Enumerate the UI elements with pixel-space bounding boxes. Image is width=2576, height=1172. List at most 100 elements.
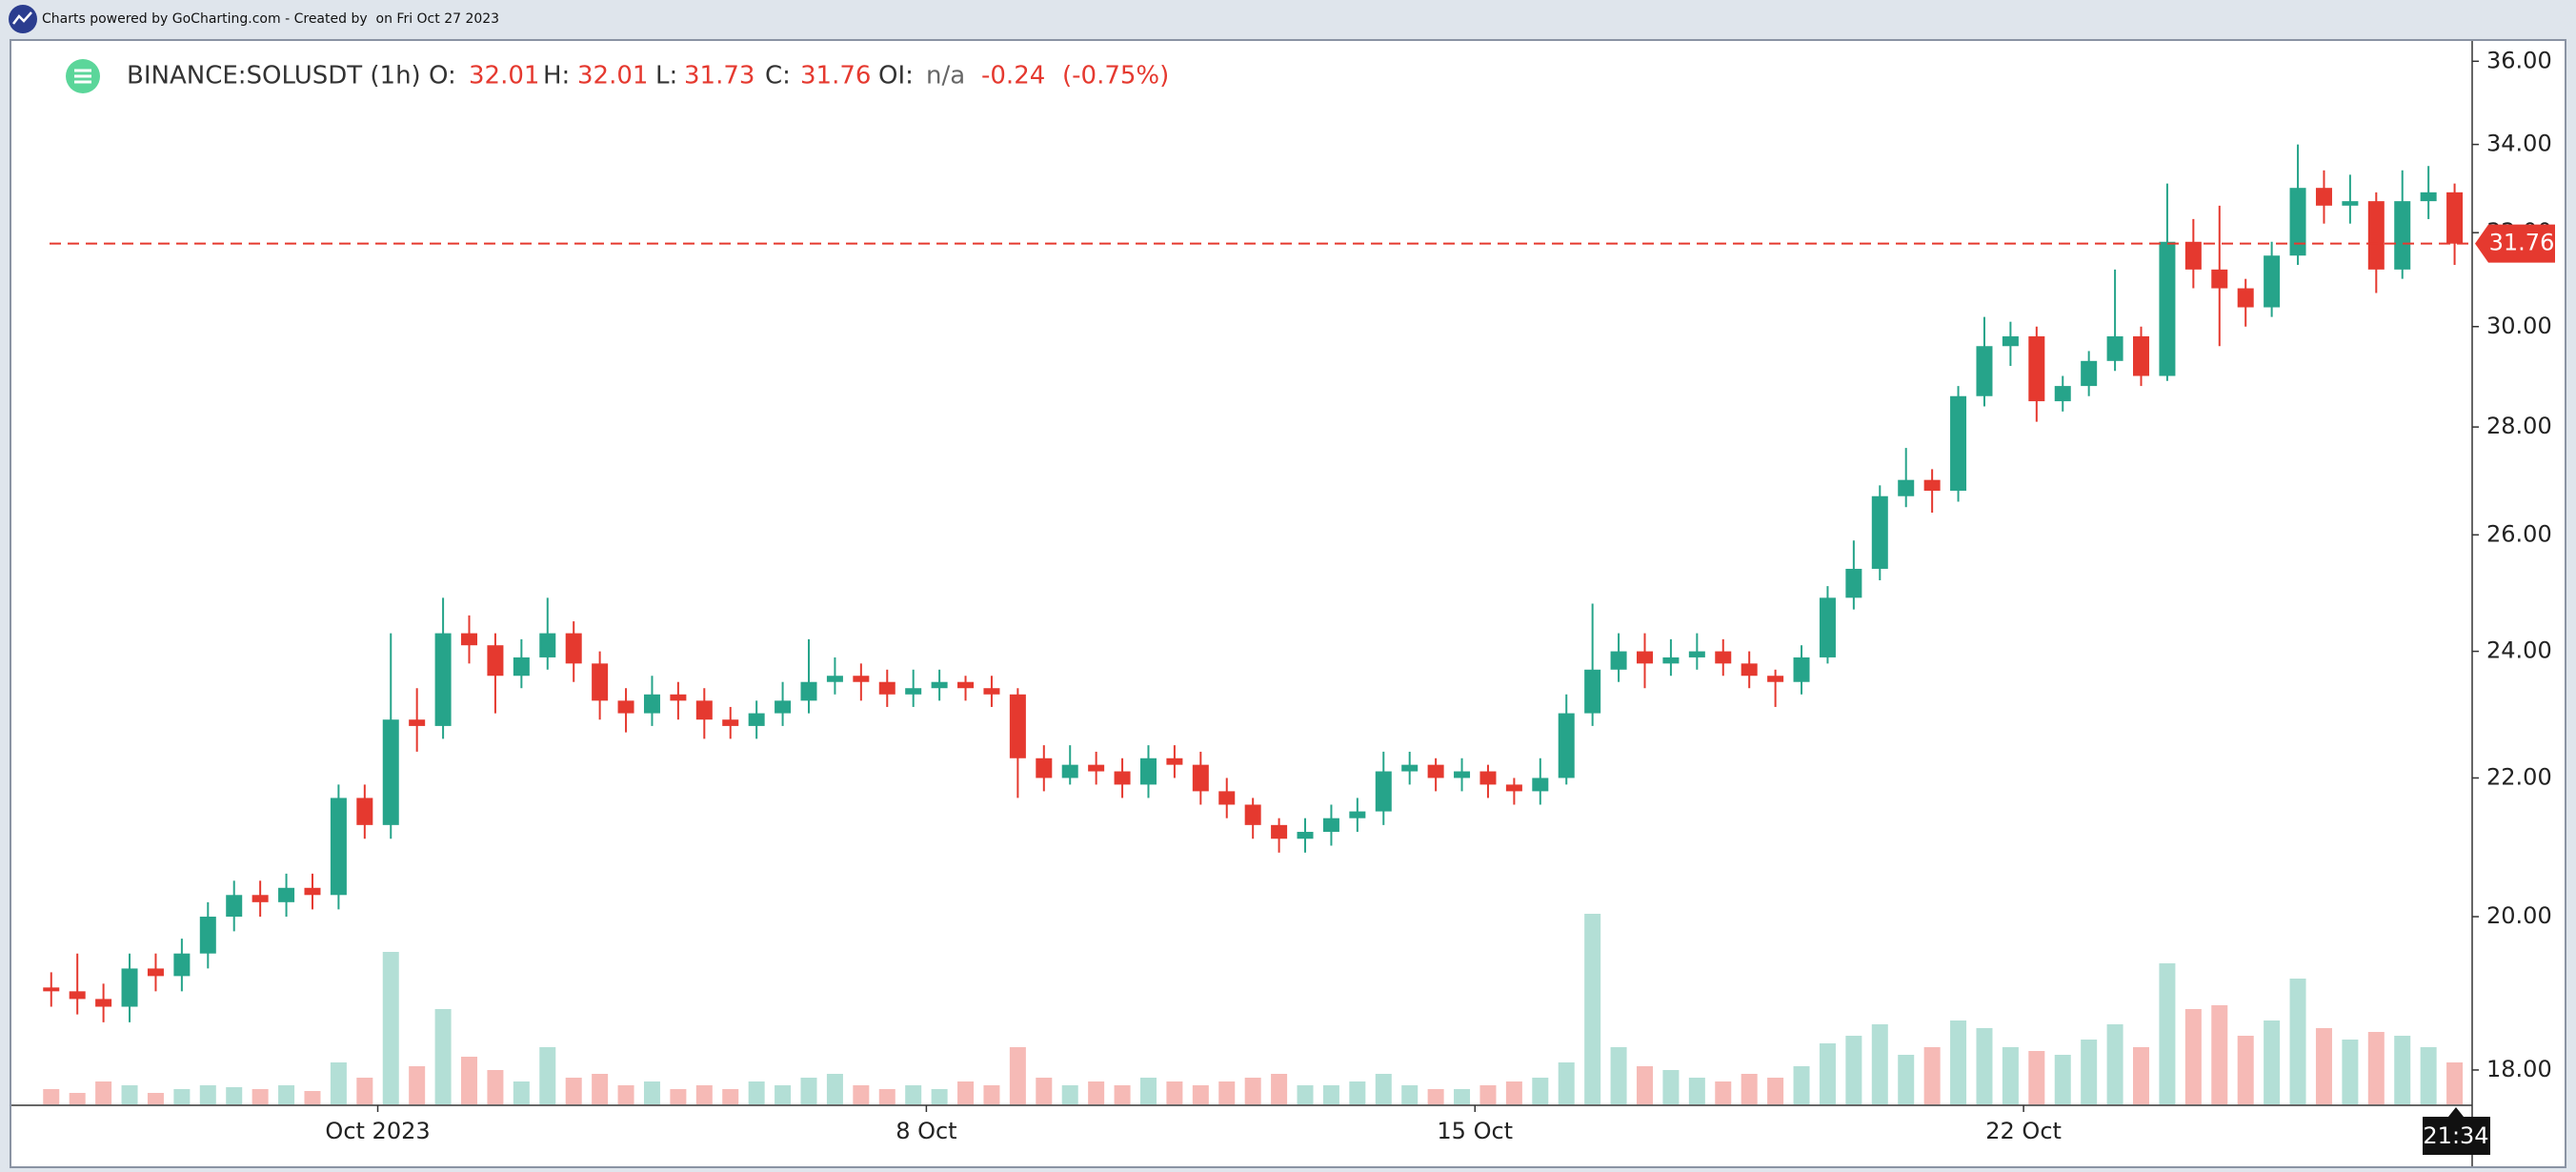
volume-bar <box>2028 1051 2045 1104</box>
candle-body <box>1662 657 1680 664</box>
volume-bar <box>2342 1040 2359 1104</box>
legend-change: -0.24 <box>981 62 1045 91</box>
candle-body <box>1898 479 1915 496</box>
volume-bar <box>356 1078 373 1104</box>
volume-bar <box>69 1093 86 1104</box>
candle-layer <box>43 144 2464 1022</box>
volume-bar <box>2211 1005 2228 1104</box>
candle-body <box>1950 395 1967 492</box>
volume-bar <box>2054 1055 2071 1104</box>
legend-value: 32.01 <box>577 62 648 91</box>
candle-body <box>1741 663 1758 677</box>
volume-bar <box>670 1089 687 1104</box>
volume-bar <box>304 1091 321 1104</box>
candle-body <box>2264 255 2281 308</box>
volume-bar <box>722 1089 739 1104</box>
legend-label: O: <box>429 62 456 91</box>
y-tick-label: 26.00 <box>2486 520 2552 547</box>
candle-body <box>2002 335 2019 347</box>
menu-icon-glyph <box>74 69 91 84</box>
candle-body <box>643 694 660 714</box>
volume-bar <box>1218 1081 1236 1104</box>
candle-body <box>1166 758 1183 765</box>
volume-bar <box>617 1085 634 1104</box>
y-tick-label: 24.00 <box>2486 637 2552 664</box>
candle-body <box>487 645 504 677</box>
candle-body <box>748 713 765 726</box>
candle-body <box>2054 386 2071 402</box>
volume-bar <box>2394 1036 2411 1104</box>
volume-bar <box>1139 1078 1157 1104</box>
volume-bar <box>1297 1085 1314 1104</box>
candle-body <box>2106 335 2123 361</box>
volume-bar <box>775 1085 792 1104</box>
volume-bar <box>382 952 399 1104</box>
candle-body <box>1192 764 1209 792</box>
candle-body <box>252 895 269 902</box>
volume-bar <box>43 1089 60 1104</box>
candle-body <box>1845 568 1862 598</box>
volume-bar <box>695 1085 713 1104</box>
candle-body <box>826 676 843 682</box>
candle-body <box>983 688 1000 695</box>
volume-bar <box>330 1062 347 1104</box>
volume-bar <box>1898 1055 1915 1104</box>
volume-bar <box>1322 1085 1339 1104</box>
volume-bar <box>1505 1081 1522 1104</box>
candle-body <box>853 676 870 682</box>
volume-bar <box>983 1085 1000 1104</box>
legend-value: n/a <box>926 62 965 91</box>
candle-body <box>2237 288 2254 308</box>
time-tag-label: 21:34 <box>2423 1122 2488 1149</box>
candle-body <box>1139 758 1157 785</box>
candle-body <box>1532 778 1549 792</box>
volume-bar <box>1688 1078 1705 1104</box>
candle-body <box>1401 764 1419 772</box>
candle-body <box>2211 269 2228 289</box>
candle-body <box>1636 651 1653 664</box>
volume-bar <box>931 1089 948 1104</box>
volume-bar <box>1741 1074 1758 1104</box>
y-tick-label: 20.00 <box>2486 902 2552 929</box>
volume-bar <box>1114 1085 1131 1104</box>
time-tag <box>2423 1107 2490 1155</box>
candle-body <box>1584 669 1601 714</box>
axis-layer: 18.0020.0022.0024.0026.0028.0030.0032.00… <box>50 47 2555 1155</box>
volume-bar <box>1950 1020 1967 1104</box>
volume-bar <box>1819 1043 1836 1104</box>
legend-value: 31.73 <box>684 62 755 91</box>
candle-body <box>513 657 530 677</box>
volume-bar <box>147 1093 164 1104</box>
candle-body <box>2446 192 2464 244</box>
candle-body <box>617 700 634 714</box>
header-text: Charts powered by GoCharting.com - Creat… <box>42 11 499 27</box>
candle-body <box>1218 791 1236 805</box>
volume-bar <box>878 1089 896 1104</box>
candle-body <box>800 681 817 701</box>
candle-body <box>1061 764 1078 778</box>
candle-body <box>304 887 321 896</box>
symbol-title: BINANCE:SOLUSDT (1h) <box>127 62 421 91</box>
volume-bar <box>2367 1032 2385 1104</box>
candle-body <box>1819 597 1836 657</box>
volume-bar <box>2133 1047 2150 1104</box>
candle-body <box>1244 804 1261 825</box>
candle-body <box>147 968 164 977</box>
volume-bar <box>2237 1036 2254 1104</box>
volume-bar <box>513 1081 530 1104</box>
candle-body <box>1976 346 1993 396</box>
last-price-tag <box>2475 224 2555 263</box>
x-tick-label: Oct 2023 <box>325 1118 430 1144</box>
candle-body <box>1088 764 1105 772</box>
volume-bar <box>1479 1085 1497 1104</box>
last-price-label: 31.76 <box>2489 230 2555 256</box>
candle-body <box>957 681 975 689</box>
candle-body <box>722 719 739 726</box>
volume-bar <box>1401 1085 1419 1104</box>
candle-body <box>1871 495 1888 569</box>
volume-bar <box>2289 979 2306 1104</box>
legend-label: C: <box>765 62 791 91</box>
candle-body <box>2133 335 2150 376</box>
candle-body <box>2315 188 2332 206</box>
